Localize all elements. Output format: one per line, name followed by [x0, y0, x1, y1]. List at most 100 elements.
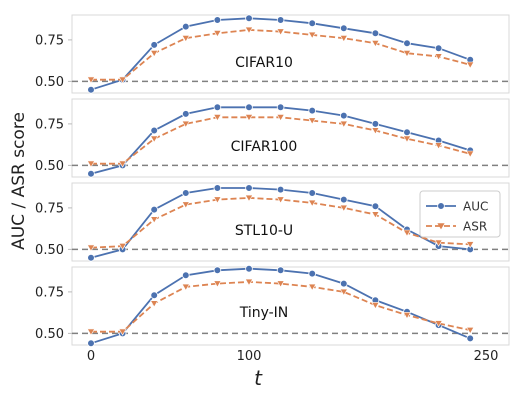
- point-asr: [371, 127, 380, 135]
- x-tick-label: 0: [87, 349, 95, 364]
- point-auc: [245, 264, 253, 273]
- point-asr: [244, 194, 254, 202]
- x-axis-label: t: [254, 366, 263, 390]
- panels: 0.50 0.75 CIFAR10 0.50 0.75 CIFAR100 0.50 0.75 S…: [35, 14, 510, 348]
- point-asr: [118, 328, 127, 336]
- point-auc: [87, 339, 95, 348]
- point-asr: [308, 117, 317, 125]
- point-asr: [276, 28, 285, 36]
- point-auc: [403, 128, 411, 137]
- point-asr: [276, 280, 285, 288]
- point-asr: [402, 50, 412, 58]
- point-auc: [308, 19, 317, 28]
- point-auc: [150, 205, 159, 214]
- point-asr: [434, 53, 443, 61]
- point-asr: [371, 302, 380, 310]
- point-asr: [466, 241, 475, 249]
- point-asr: [86, 328, 96, 336]
- point-auc: [308, 106, 317, 115]
- point-asr: [213, 30, 222, 38]
- x-tick-label: 250: [474, 349, 499, 364]
- point-asr: [434, 239, 443, 247]
- point-asr: [308, 31, 317, 39]
- legend-label-asr: ASR: [463, 220, 487, 234]
- point-asr: [308, 283, 317, 291]
- point-auc: [182, 189, 190, 197]
- point-asr: [150, 216, 159, 224]
- panel-3: 0.50 0.75 STL10-U AUC ASR: [35, 182, 510, 262]
- point-auc: [87, 253, 95, 262]
- point-auc: [245, 184, 253, 192]
- y-tick-label: 0.50: [35, 75, 64, 90]
- y-tick-label: 0.75: [35, 117, 64, 132]
- point-asr: [213, 280, 222, 288]
- point-asr: [86, 76, 96, 84]
- point-asr: [118, 76, 127, 84]
- point-auc: [371, 29, 380, 38]
- point-asr: [86, 160, 96, 168]
- panel-2: 0.50 0.75 CIFAR100: [35, 98, 510, 178]
- point-auc: [466, 334, 475, 343]
- point-auc: [371, 202, 380, 211]
- legend-marker-auc: [437, 202, 445, 210]
- point-auc: [213, 16, 222, 24]
- y-tick-label: 0.50: [35, 327, 64, 342]
- point-auc: [213, 103, 222, 112]
- point-asr: [371, 40, 380, 48]
- point-auc: [87, 169, 95, 178]
- point-asr: [150, 50, 159, 58]
- x-tick-labels: 0 100 250: [87, 349, 499, 364]
- y-axis-label: AUC / ASR score: [9, 112, 29, 250]
- legend: AUC ASR: [419, 190, 501, 238]
- point-asr: [402, 311, 412, 320]
- panel-1: 0.50 0.75 CIFAR10: [35, 14, 510, 94]
- point-asr: [371, 211, 380, 219]
- point-asr: [244, 114, 254, 122]
- point-asr: [150, 135, 159, 143]
- point-asr: [213, 196, 222, 204]
- point-asr: [276, 196, 285, 204]
- point-asr: [181, 283, 190, 291]
- point-asr: [118, 160, 127, 168]
- point-auc: [213, 184, 222, 192]
- point-auc: [245, 14, 253, 23]
- point-asr: [308, 199, 317, 207]
- point-asr: [339, 120, 348, 128]
- point-asr: [181, 201, 190, 209]
- point-auc: [150, 126, 159, 135]
- point-asr: [402, 229, 412, 237]
- point-auc: [87, 85, 95, 94]
- point-auc: [434, 44, 443, 52]
- y-tick-label: 0.75: [35, 33, 64, 48]
- point-auc: [245, 103, 253, 112]
- point-asr: [339, 288, 348, 296]
- legend-label-auc: AUC: [463, 200, 488, 214]
- point-asr: [402, 135, 412, 143]
- point-auc: [339, 24, 348, 33]
- point-auc: [276, 16, 285, 24]
- point-asr: [150, 300, 159, 308]
- point-auc: [403, 39, 411, 47]
- point-auc: [308, 189, 317, 197]
- y-tick-label: 0.75: [35, 285, 64, 300]
- point-asr: [244, 26, 254, 34]
- y-tick-label: 0.75: [35, 201, 64, 216]
- point-auc: [308, 269, 317, 278]
- panel-title: STL10-U: [235, 223, 293, 239]
- point-auc: [371, 120, 380, 128]
- point-asr: [181, 35, 190, 43]
- point-asr: [339, 35, 348, 43]
- point-auc: [182, 110, 190, 118]
- point-auc: [150, 291, 159, 300]
- point-auc: [276, 103, 285, 112]
- panel-title: CIFAR10: [235, 55, 293, 71]
- point-auc: [339, 111, 348, 120]
- y-tick-label: 0.50: [35, 243, 64, 258]
- point-auc: [213, 266, 222, 275]
- point-asr: [181, 120, 190, 128]
- point-asr: [276, 114, 285, 122]
- legend-marker-asr: [437, 223, 445, 230]
- point-auc: [276, 266, 285, 275]
- x-tick-label: 100: [237, 349, 262, 364]
